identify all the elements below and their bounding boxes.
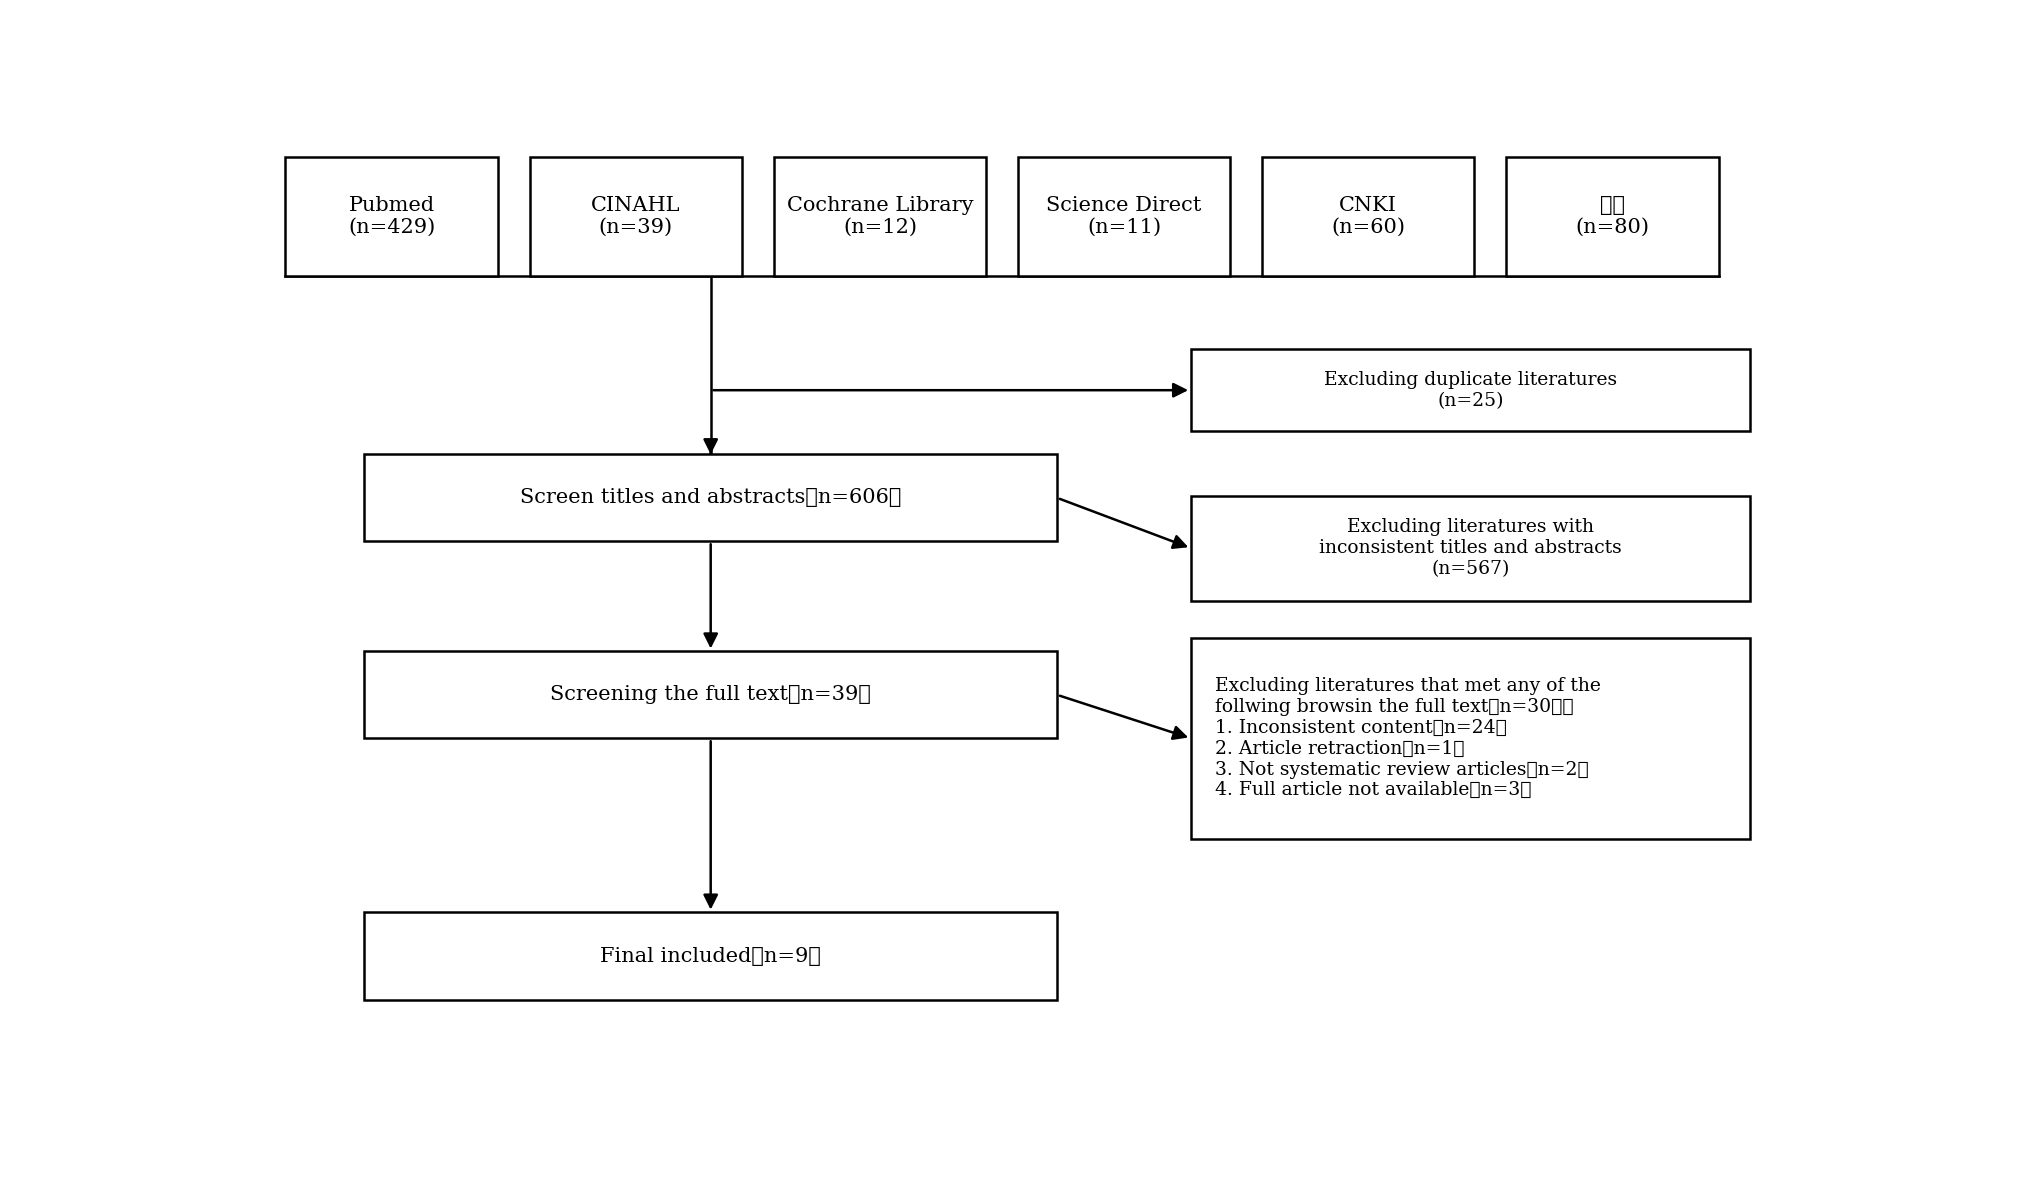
Text: Excluding duplicate literatures
(n=25): Excluding duplicate literatures (n=25)	[1325, 371, 1617, 409]
Text: Excluding literatures that met any of the
follwing browsin the full text（n=30）：
: Excluding literatures that met any of th…	[1215, 677, 1601, 800]
FancyBboxPatch shape	[364, 455, 1057, 541]
FancyBboxPatch shape	[1191, 349, 1750, 432]
FancyBboxPatch shape	[1191, 638, 1750, 839]
Text: Excluding literatures with
inconsistent titles and abstracts
(n=567): Excluding literatures with inconsistent …	[1319, 519, 1622, 578]
FancyBboxPatch shape	[284, 157, 498, 276]
FancyBboxPatch shape	[364, 913, 1057, 1000]
FancyBboxPatch shape	[1506, 157, 1719, 276]
Text: CINAHL
(n=39): CINAHL (n=39)	[591, 195, 681, 237]
FancyBboxPatch shape	[1262, 157, 1475, 276]
Text: Final included（n=9）: Final included（n=9）	[599, 946, 821, 965]
Text: CNKI
(n=60): CNKI (n=60)	[1331, 195, 1406, 237]
FancyBboxPatch shape	[774, 157, 986, 276]
FancyBboxPatch shape	[530, 157, 742, 276]
Text: 万方
(n=80): 万方 (n=80)	[1575, 195, 1650, 237]
Text: Pubmed
(n=429): Pubmed (n=429)	[347, 195, 435, 237]
FancyBboxPatch shape	[1018, 157, 1229, 276]
Text: Screening the full text（n=39）: Screening the full text（n=39）	[551, 685, 872, 704]
FancyBboxPatch shape	[1191, 495, 1750, 601]
Text: Science Direct
(n=11): Science Direct (n=11)	[1046, 195, 1201, 237]
Text: Screen titles and abstracts（n=606）: Screen titles and abstracts（n=606）	[520, 488, 902, 507]
Text: Cochrane Library
(n=12): Cochrane Library (n=12)	[786, 195, 973, 237]
FancyBboxPatch shape	[364, 651, 1057, 738]
